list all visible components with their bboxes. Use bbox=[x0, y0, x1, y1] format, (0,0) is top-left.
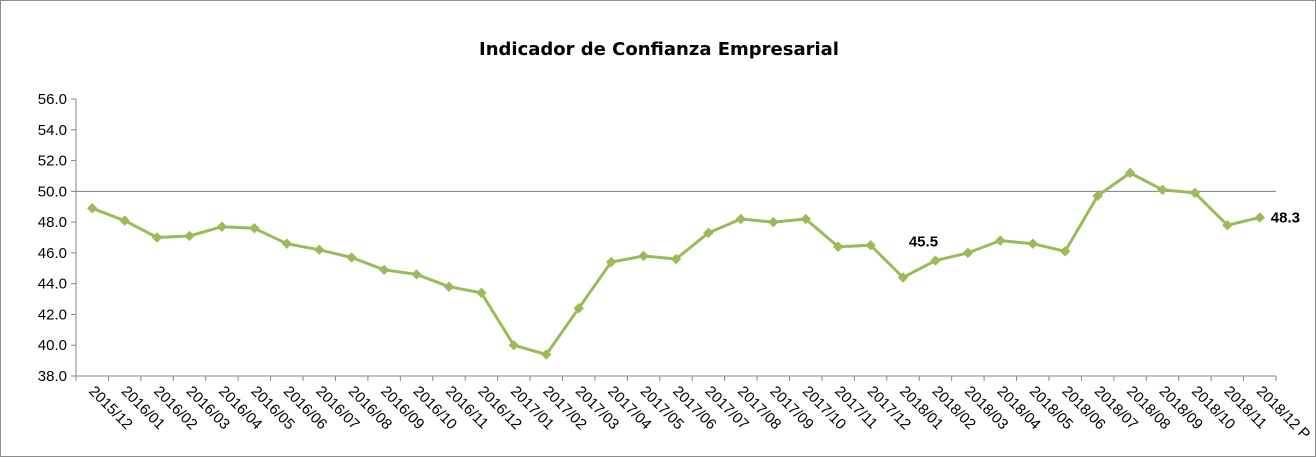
series-layer bbox=[87, 167, 1265, 360]
data-point-marker bbox=[573, 303, 584, 314]
y-tick-label: 56.0 bbox=[38, 91, 67, 108]
data-point-marker bbox=[119, 215, 130, 226]
data-point-marker bbox=[1027, 238, 1038, 249]
data-point-marker bbox=[151, 232, 163, 243]
data-point-marker bbox=[346, 252, 357, 263]
data-point-marker bbox=[800, 213, 811, 225]
data-label: 45.5 bbox=[909, 234, 938, 251]
data-point-marker bbox=[670, 253, 682, 265]
axes: 38.0 40.0 42.0 44.0 46.0 48.0 50.0 52.0 54.0 56.0… bbox=[38, 91, 1314, 443]
data-point-marker bbox=[605, 256, 617, 268]
data-point-marker bbox=[508, 340, 520, 351]
data-point-marker bbox=[1222, 219, 1233, 231]
data-point-marker bbox=[1254, 212, 1265, 223]
y-tick-label: 48.0 bbox=[38, 214, 67, 231]
y-tick-label: 46.0 bbox=[38, 245, 67, 262]
data-point-marker bbox=[443, 281, 455, 292]
y-tick-label: 44.0 bbox=[38, 276, 67, 293]
data-point-marker bbox=[378, 264, 390, 276]
data-point-marker bbox=[476, 287, 487, 299]
data-point-marker bbox=[768, 216, 779, 228]
data-label: 48.3 bbox=[1271, 209, 1300, 226]
chart-title: Indicador de Confianza Empresarial bbox=[479, 39, 839, 60]
data-point-marker bbox=[1059, 246, 1071, 257]
data-point-marker bbox=[1157, 184, 1168, 196]
data-point-marker bbox=[995, 235, 1006, 246]
y-tick-label: 40.0 bbox=[38, 337, 67, 354]
data-point-marker bbox=[87, 203, 98, 214]
data-point-marker bbox=[281, 238, 293, 249]
data-point-marker bbox=[897, 272, 909, 283]
data-point-marker bbox=[216, 221, 228, 232]
data-point-marker bbox=[411, 269, 422, 280]
data-point-marker bbox=[832, 241, 844, 252]
data-point-marker bbox=[638, 250, 649, 262]
y-tick-label: 50.0 bbox=[38, 183, 67, 200]
data-point-marker bbox=[184, 230, 195, 242]
data-point-marker bbox=[1189, 187, 1201, 199]
y-tick-label: 52.0 bbox=[38, 153, 67, 170]
y-tick-label: 42.0 bbox=[38, 306, 67, 323]
data-point-marker bbox=[962, 247, 974, 259]
data-point-marker bbox=[930, 255, 941, 266]
data-labels-layer: 45.5 48.3 bbox=[909, 209, 1300, 250]
data-point-marker bbox=[1092, 190, 1103, 202]
data-point-marker bbox=[249, 223, 260, 234]
data-point-marker bbox=[703, 227, 714, 239]
data-point-marker bbox=[865, 239, 876, 251]
y-tick-label: 54.0 bbox=[38, 122, 67, 139]
y-tick-label: 38.0 bbox=[38, 368, 67, 385]
data-point-marker bbox=[735, 213, 747, 225]
data-point-marker bbox=[1124, 167, 1136, 179]
data-point-marker bbox=[314, 244, 325, 256]
data-point-marker bbox=[541, 349, 552, 360]
